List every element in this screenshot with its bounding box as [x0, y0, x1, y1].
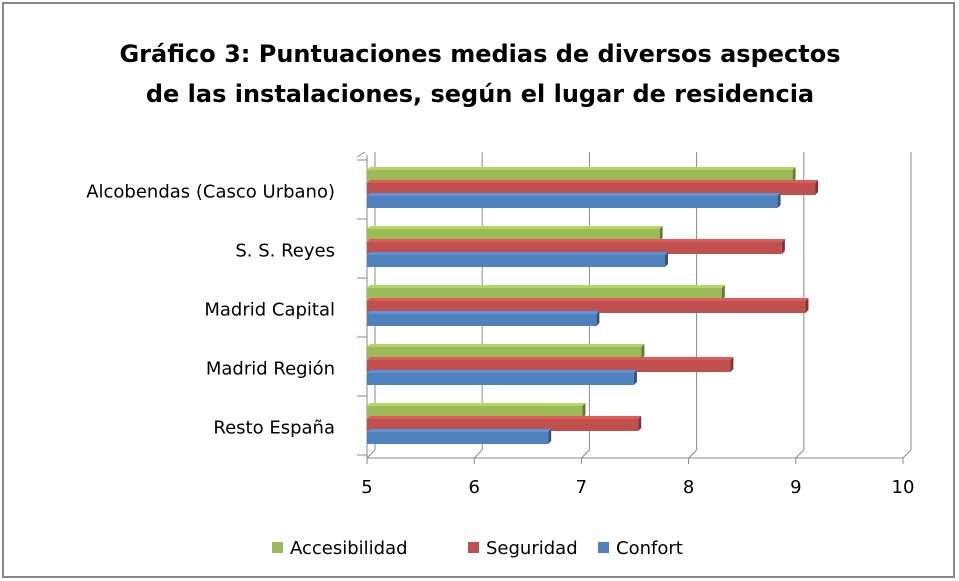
y-tick-label: Alcobendas (Casco Urbano) — [86, 182, 335, 203]
bar-side — [665, 252, 669, 267]
bar — [367, 301, 806, 313]
bar — [367, 347, 642, 359]
bar-side — [596, 311, 600, 326]
bar-top — [367, 252, 669, 255]
bar-top — [367, 180, 819, 183]
bar-side — [777, 193, 781, 208]
y-tick-label: Resto España — [213, 418, 335, 439]
bar — [367, 183, 816, 195]
x-tick-label: 5 — [361, 477, 372, 498]
bar — [367, 314, 597, 326]
bar-side — [730, 357, 734, 372]
bar — [367, 419, 639, 431]
y-tick-label: S. S. Reyes — [235, 241, 335, 262]
bar — [367, 432, 549, 444]
bar-top — [367, 226, 663, 229]
bar-side — [815, 180, 819, 195]
chart-title: Gráfico 3: Puntuaciones medias de divers… — [119, 40, 841, 108]
bar-side — [781, 239, 785, 254]
bar-side — [548, 429, 552, 444]
bar-top — [367, 344, 645, 347]
bar-top — [367, 285, 725, 288]
grid-floor — [688, 449, 697, 459]
bar — [367, 373, 634, 385]
bar-top — [367, 370, 637, 373]
x-tick-label: 6 — [468, 477, 479, 498]
legend-swatch — [468, 542, 479, 553]
bar-side — [641, 344, 645, 359]
y-tick-label: Madrid Capital — [204, 300, 335, 321]
bar-side — [582, 403, 586, 418]
x-tick-label: 7 — [576, 477, 587, 498]
bar — [367, 288, 722, 300]
x-tick-label: 10 — [892, 477, 915, 498]
bar — [367, 242, 782, 254]
bar-side — [638, 416, 642, 431]
grid-floor — [795, 449, 805, 459]
grid-floor — [473, 449, 483, 459]
grid-floor — [366, 449, 376, 459]
bar-top — [367, 311, 600, 314]
x-tick-label: 8 — [683, 477, 694, 498]
bar-side — [792, 167, 796, 182]
bar-side — [659, 226, 663, 241]
bar-side — [721, 285, 725, 300]
legend-label: Seguridad — [486, 538, 578, 559]
bar-top — [367, 357, 734, 360]
legend-label: Accesibilidad — [290, 538, 408, 559]
bar-top — [367, 416, 642, 419]
bar — [367, 360, 731, 372]
axis-line — [356, 151, 366, 158]
bar-top — [367, 403, 586, 406]
bar — [367, 170, 793, 182]
bar-top — [367, 239, 785, 242]
bar — [367, 406, 583, 418]
grid-floor — [581, 449, 590, 459]
legend-swatch — [272, 542, 283, 553]
bar — [367, 196, 778, 208]
bar-top — [367, 193, 781, 196]
legend-label: Confort — [616, 538, 683, 559]
legend-swatch — [598, 542, 609, 553]
bar — [367, 255, 666, 267]
bar-top — [367, 298, 809, 301]
bar — [367, 229, 660, 241]
bar-top — [367, 167, 796, 170]
grid-floor — [902, 449, 912, 459]
y-tick-label: Madrid Región — [206, 359, 335, 380]
bar-side — [633, 370, 637, 385]
x-tick-label: 9 — [790, 477, 801, 498]
bar-side — [805, 298, 809, 313]
bar-top — [367, 429, 552, 432]
